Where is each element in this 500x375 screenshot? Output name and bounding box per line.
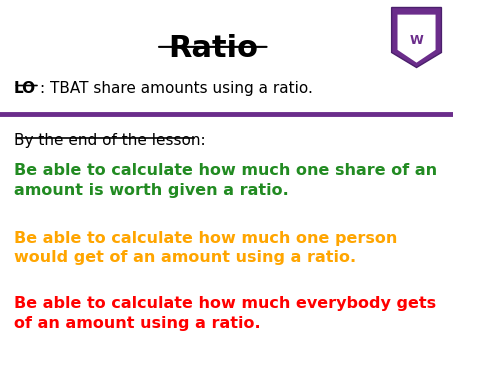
- Text: Ratio: Ratio: [168, 34, 258, 63]
- Text: W: W: [410, 34, 424, 47]
- Text: Be able to calculate how much everybody gets
of an amount using a ratio.: Be able to calculate how much everybody …: [14, 296, 436, 331]
- Text: : TBAT share amounts using a ratio.: : TBAT share amounts using a ratio.: [40, 81, 312, 96]
- Polygon shape: [398, 15, 436, 63]
- Polygon shape: [392, 8, 442, 68]
- Text: LO: LO: [14, 81, 36, 96]
- Text: By the end of the lesson:: By the end of the lesson:: [14, 133, 205, 148]
- Text: Be able to calculate how much one share of an
amount is worth given a ratio.: Be able to calculate how much one share …: [14, 163, 436, 198]
- Text: Be able to calculate how much one person
would get of an amount using a ratio.: Be able to calculate how much one person…: [14, 231, 397, 266]
